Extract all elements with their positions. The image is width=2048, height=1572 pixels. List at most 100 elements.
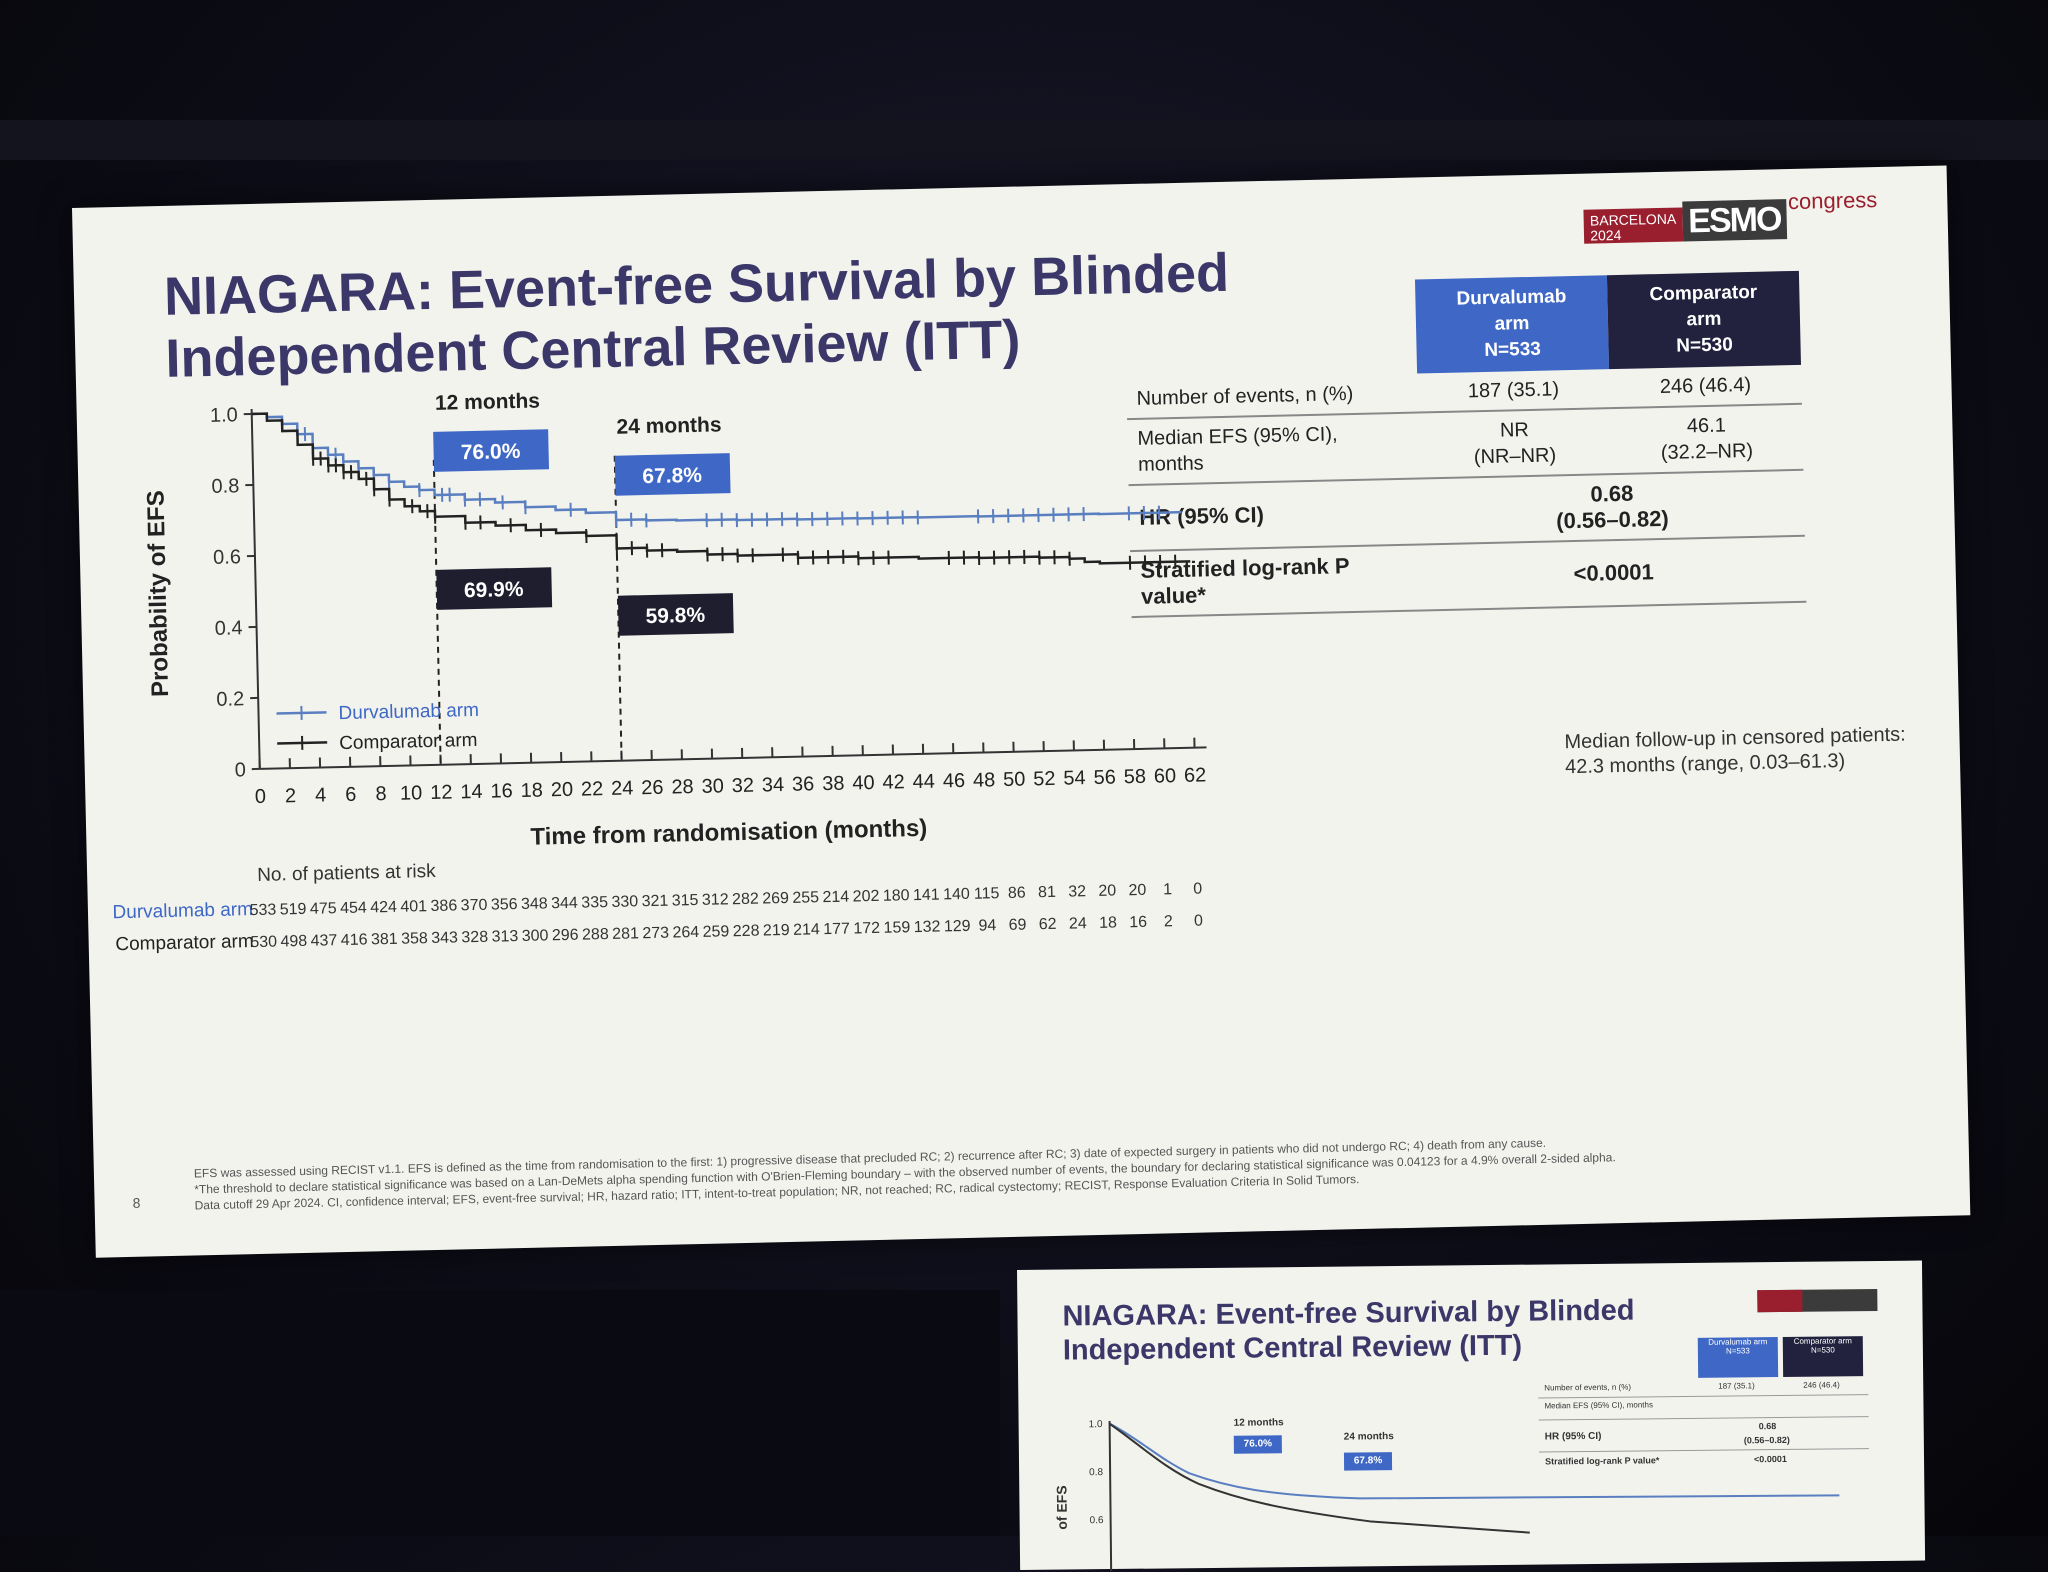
at-risk-row-label: Durvalumab arm: [112, 899, 253, 923]
at-risk-value: 313: [491, 928, 518, 946]
preview-y-label: of EFS: [1053, 1485, 1069, 1530]
at-risk-value: 296: [552, 927, 579, 945]
at-risk-value: 202: [853, 888, 880, 906]
preview-header-comparator: Comparator arm N=530: [1783, 1336, 1863, 1377]
x-tick-label: 50: [1003, 769, 1026, 791]
y-tick-label: 0: [234, 759, 246, 781]
at-risk-value: 416: [341, 931, 368, 949]
x-tick-label: 48: [973, 769, 996, 791]
x-tick-label: 62: [1184, 764, 1207, 786]
legend-label: Durvalumab arm: [338, 700, 479, 724]
x-tick-label: 56: [1093, 766, 1116, 788]
preview-cell: 246 (46.4): [1803, 1380, 1840, 1389]
x-tick-label: 52: [1033, 768, 1056, 790]
preview-row-label: Number of events, n (%): [1544, 1383, 1631, 1393]
at-risk-value: 214: [793, 921, 820, 939]
at-risk-value: 321: [641, 893, 668, 911]
x-tick-label: 10: [400, 782, 423, 804]
at-risk-value: 94: [978, 917, 996, 934]
x-tick-label: 4: [315, 784, 327, 806]
at-risk-value: 228: [733, 923, 760, 941]
at-risk-value: 282: [732, 891, 759, 909]
at-risk-value: 219: [763, 922, 790, 940]
at-risk-value: 62: [1039, 916, 1057, 933]
at-risk-value: 32: [1068, 883, 1086, 900]
preview-title-line: Independent Central Review (ITT): [1063, 1328, 1635, 1368]
at-risk-value: 328: [461, 929, 488, 947]
x-tick-label: 42: [882, 771, 905, 793]
x-tick-label: 58: [1123, 766, 1146, 788]
y-tick-label: 0.6: [213, 546, 241, 569]
landmark-value-durvalumab: 67.8%: [642, 464, 702, 488]
at-risk-value: 370: [461, 897, 488, 915]
at-risk-value: 424: [370, 899, 397, 917]
at-risk-value: 344: [551, 895, 578, 913]
y-tick-label: 0.4: [215, 617, 243, 640]
x-tick-label: 44: [912, 771, 935, 793]
x-tick-label: 28: [671, 776, 694, 798]
at-risk-value: 132: [914, 918, 941, 936]
preview-y-tick: 0.8: [1089, 1467, 1103, 1478]
at-risk-row-label: Comparator arm: [115, 931, 254, 955]
at-risk-value: 330: [611, 893, 638, 911]
x-tick-label: 0: [255, 786, 267, 808]
at-risk-value: 343: [431, 929, 458, 947]
at-risk-value: 129: [944, 918, 971, 936]
y-tick-label: 1.0: [210, 404, 238, 427]
at-risk-value: 18: [1099, 914, 1117, 931]
at-risk-value: 255: [792, 889, 819, 907]
at-risk-value: 356: [491, 896, 518, 914]
preview-title: NIAGARA: Event-free Survival by Blinded …: [1062, 1294, 1635, 1368]
at-risk-value: 81: [1038, 884, 1056, 901]
x-tick-label: 2: [285, 785, 297, 807]
at-risk-value: 519: [280, 901, 307, 919]
at-risk-value: 1: [1163, 881, 1172, 898]
at-risk-value: 300: [522, 927, 549, 945]
at-risk-value: 264: [672, 924, 699, 942]
x-tick-label: 20: [551, 779, 574, 801]
y-axis-label: Probability of EFS: [142, 490, 174, 697]
at-risk-value: 177: [823, 921, 850, 939]
at-risk-value: 141: [913, 886, 940, 904]
x-tick-label: 32: [731, 775, 754, 797]
at-risk-value: 86: [1008, 885, 1026, 902]
x-tick-label: 40: [852, 772, 875, 794]
at-risk-value: 335: [581, 894, 608, 912]
at-risk-value: 381: [371, 931, 398, 949]
at-risk-value: 498: [280, 933, 307, 951]
legend-label: Comparator arm: [339, 730, 478, 754]
preview-rule: [1538, 1394, 1868, 1398]
y-axis-line: [252, 409, 260, 769]
x-tick-label: 8: [375, 783, 387, 805]
wall-panel: [0, 1290, 1000, 1536]
preview-y-tick: 0.6: [1090, 1515, 1104, 1526]
at-risk-value: 530: [250, 934, 277, 952]
y-tick-label: 0.2: [216, 688, 244, 711]
preview-header-durvalumab: Durvalumab arm N=533: [1698, 1337, 1778, 1378]
x-tick-label: 18: [520, 779, 543, 801]
at-risk-value: 2: [1164, 913, 1173, 930]
at-risk-value: 172: [853, 920, 880, 938]
landmark-label: 12 months: [435, 389, 541, 414]
at-risk-value: 281: [612, 925, 639, 943]
at-risk-value: 533: [249, 902, 276, 920]
preview-monitor: NIAGARA: Event-free Survival by Blinded …: [1017, 1261, 1925, 1570]
at-risk-value: 214: [822, 889, 849, 907]
preview-row-label: Median EFS (95% CI), months: [1544, 1400, 1653, 1410]
x-tick-label: 22: [581, 778, 604, 800]
preview-y-tick: 1.0: [1089, 1419, 1103, 1430]
preview-comparator-curve: [1109, 1419, 1530, 1537]
x-tick-label: 60: [1154, 765, 1177, 787]
preview-cell: 187 (35.1): [1718, 1381, 1755, 1390]
at-risk-value: 358: [401, 930, 428, 948]
at-risk-value: 140: [943, 886, 970, 904]
x-tick-label: 36: [792, 773, 815, 795]
at-risk-value: 0: [1193, 881, 1202, 898]
ceiling-beam: [0, 120, 2048, 160]
x-tick-label: 38: [822, 773, 845, 795]
at-risk-value: 180: [883, 887, 910, 905]
page-number: 8: [132, 1195, 140, 1211]
at-risk-value: 386: [430, 897, 457, 915]
x-tick-label: 34: [762, 774, 785, 796]
x-tick-label: 16: [490, 780, 513, 802]
